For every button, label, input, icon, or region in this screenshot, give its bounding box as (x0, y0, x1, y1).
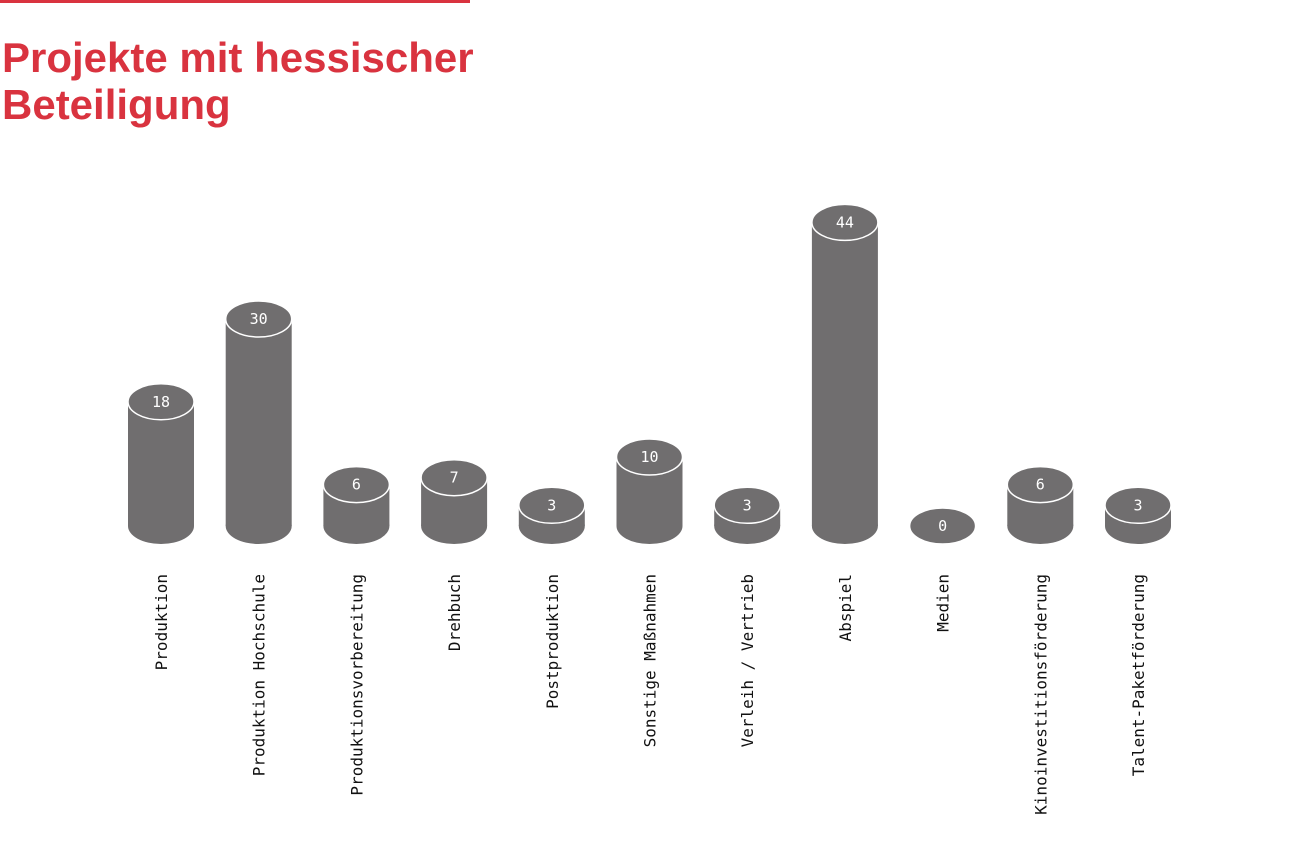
data-label: 3 (743, 496, 752, 514)
category-label: Kinoinvestitionsförderung (1031, 574, 1050, 815)
data-label: 0 (938, 517, 947, 535)
category-label: Produktion (152, 574, 171, 670)
data-label: 10 (640, 448, 658, 466)
data-label: 7 (450, 469, 459, 487)
bar (127, 383, 195, 544)
data-label: 3 (547, 496, 556, 514)
chart-title: Projekte mit hessischer Beteiligung (2, 34, 474, 128)
bar-top (420, 458, 488, 497)
category-label: Sonstige Maßnahmen (641, 574, 660, 747)
bar-top (518, 486, 586, 525)
bar (713, 486, 781, 544)
bar-top (322, 465, 391, 504)
bar-top (1006, 465, 1075, 504)
data-label: 3 (1133, 496, 1142, 514)
category-label: Produktionsvorbereitung (347, 574, 366, 796)
bar (908, 507, 977, 545)
data-label: 30 (250, 310, 268, 328)
bar (420, 458, 488, 544)
category-label: Verleih / Vertrieb (738, 574, 757, 747)
bar (1006, 465, 1075, 544)
category-label-group: Produktion Produktion Hochschule Produktio… (152, 574, 1148, 815)
bar (322, 465, 391, 544)
category-label: Medien (934, 574, 953, 632)
title-accent-rule (0, 0, 470, 3)
bar (518, 486, 586, 544)
bar-top (615, 438, 684, 476)
bar-top (713, 486, 781, 525)
bar-body (128, 401, 194, 526)
bar (224, 300, 293, 544)
data-label: 6 (352, 476, 361, 494)
category-label: Postproduktion (543, 574, 562, 709)
bar (615, 438, 684, 544)
bar (1104, 486, 1172, 544)
bar-top (908, 507, 977, 545)
category-label: Drehbuch (445, 574, 464, 651)
bar-body (225, 319, 292, 526)
bar-top (1104, 486, 1172, 525)
value-label-group: 18 30 6 7 3 10 3 44 0 6 3 (152, 213, 1143, 535)
category-label: Abspiel (836, 574, 855, 641)
bar-top (127, 383, 195, 421)
data-label: 44 (836, 213, 854, 231)
bar-top (224, 300, 293, 338)
bar-top (811, 203, 879, 242)
bar (811, 203, 879, 544)
data-label: 18 (152, 393, 170, 411)
category-label: Produktion Hochschule (250, 574, 269, 776)
bar-group (127, 203, 1172, 545)
data-label: 6 (1036, 476, 1045, 494)
category-label: Talent-Paketförderung (1129, 574, 1148, 776)
bar-body (811, 222, 878, 526)
